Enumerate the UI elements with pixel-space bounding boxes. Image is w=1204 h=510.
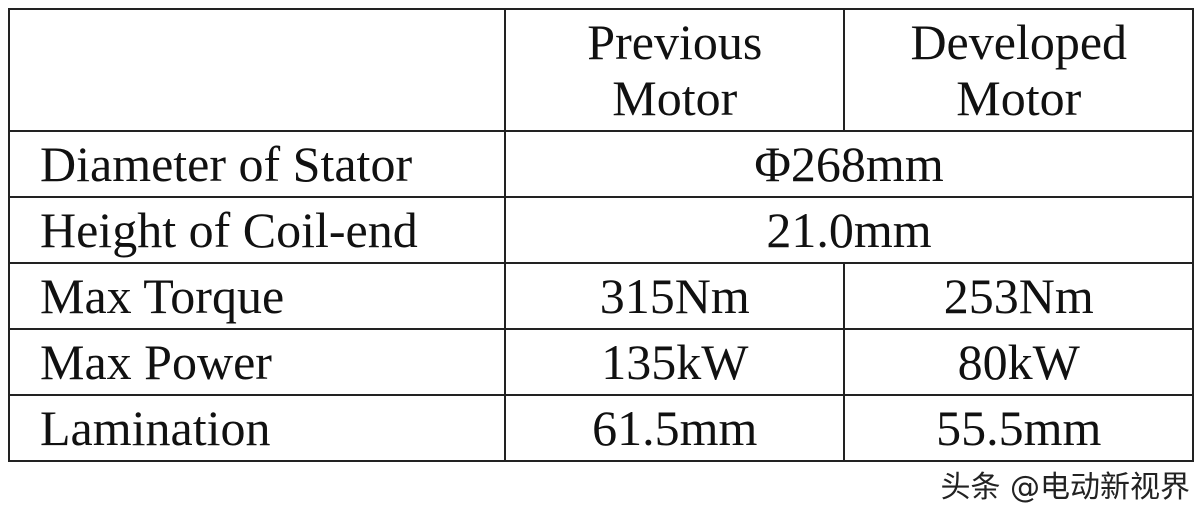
header-developed-motor: Developed Motor (843, 8, 1194, 132)
header-text: Previous (587, 14, 763, 70)
watermark: 头条 @电动新视界 (940, 470, 1190, 505)
developed-value: 80kW (843, 328, 1194, 396)
table-row: Max Torque 315Nm 253Nm (7, 262, 1194, 330)
previous-value: 315Nm (504, 262, 846, 330)
shared-value: 21.0mm (504, 196, 1194, 264)
header-text: Motor (956, 70, 1082, 126)
shared-value: Φ268mm (504, 130, 1194, 198)
row-label: Height of Coil-end (7, 196, 507, 264)
table-row: Height of Coil-end 21.0mm (7, 196, 1194, 264)
developed-value: 55.5mm (843, 394, 1194, 462)
header-previous-motor: Previous Motor (504, 8, 846, 132)
table-row: Lamination 61.5mm 55.5mm (7, 394, 1194, 462)
developed-value: 253Nm (843, 262, 1194, 330)
motor-comparison-table: Previous Motor Developed Motor Diameter of… (7, 8, 1194, 462)
header-text: Motor (612, 70, 738, 126)
row-label: Diameter of Stator (7, 130, 507, 198)
table-row: Diameter of Stator Φ268mm (7, 130, 1194, 198)
row-label: Max Torque (7, 262, 507, 330)
previous-value: 61.5mm (504, 394, 846, 462)
table-row: Max Power 135kW 80kW (7, 328, 1194, 396)
previous-value: 135kW (504, 328, 846, 396)
header-row: Previous Motor Developed Motor (7, 8, 1194, 132)
header-text: Developed (910, 14, 1128, 70)
row-label: Lamination (7, 394, 507, 462)
header-empty-cell (7, 8, 507, 132)
row-label: Max Power (7, 328, 507, 396)
